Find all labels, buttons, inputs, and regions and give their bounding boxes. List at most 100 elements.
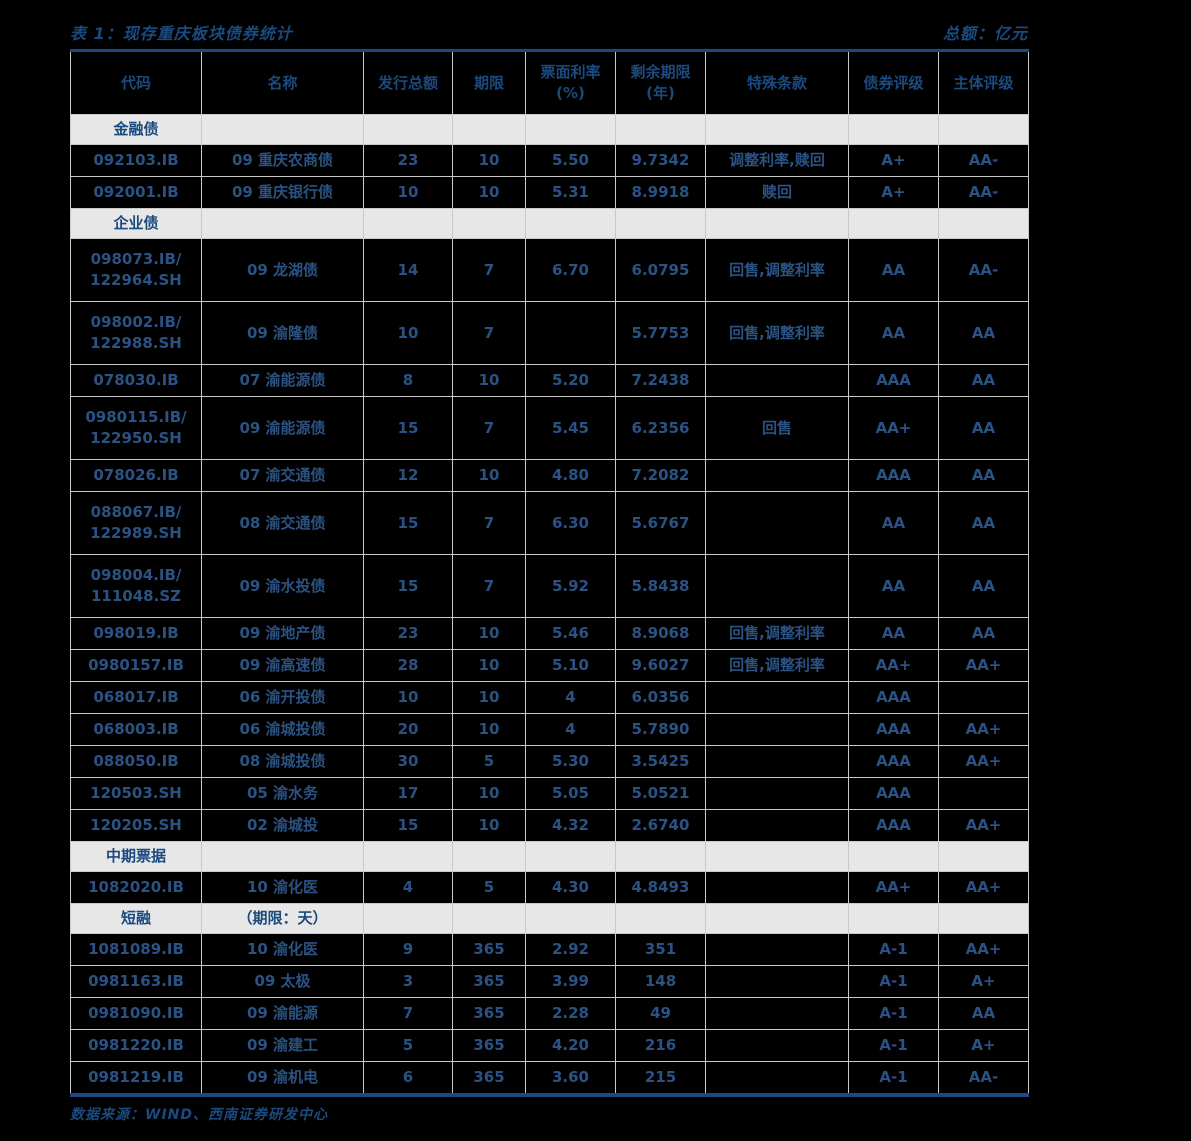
table-row: 078030.IB 07 渝能源债 8 10 5.20 7.2438 AAA AA	[70, 364, 1029, 397]
cell-term: 10	[452, 176, 526, 209]
cell-term: 10	[452, 459, 526, 492]
table-title: 表 1：现存重庆板块债券统计	[70, 24, 293, 43]
cell-term: 7	[452, 396, 526, 460]
section-empty-cell	[705, 208, 849, 239]
cell-issue-amount: 30	[363, 745, 453, 778]
cell-code: 078026.IB	[70, 459, 202, 492]
cell-issuer-rating: AA+	[938, 649, 1029, 682]
cell-name: 09 渝水投债	[201, 554, 364, 618]
section-label: 金融债	[70, 114, 202, 145]
cell-issue-amount: 14	[363, 238, 453, 302]
cell-bond-rating: AA+	[848, 871, 939, 904]
cell-name: 09 渝机电	[201, 1061, 364, 1096]
section-empty-cell	[525, 208, 616, 239]
cell-coupon-rate: 5.30	[525, 745, 616, 778]
section-empty-cell	[525, 841, 616, 872]
cell-code: 120205.SH	[70, 809, 202, 842]
cell-issue-amount: 10	[363, 301, 453, 365]
cell-bond-rating: A-1	[848, 997, 939, 1030]
cell-special-clauses	[705, 745, 849, 778]
table-row: 120503.SH 05 渝水务 17 10 5.05 5.0521 AAA	[70, 777, 1029, 810]
cell-coupon-rate: 3.60	[525, 1061, 616, 1096]
cell-name: 09 渝地产债	[201, 617, 364, 650]
cell-code: 088050.IB	[70, 745, 202, 778]
cell-issue-amount: 4	[363, 871, 453, 904]
cell-remaining-term: 6.2356	[615, 396, 706, 460]
cell-term: 10	[452, 777, 526, 810]
cell-coupon-rate: 6.30	[525, 491, 616, 555]
cell-code: 098004.IB/ 111048.SZ	[70, 554, 202, 618]
cell-remaining-term: 5.7890	[615, 713, 706, 746]
header-coupon-rate: 票面利率 (%)	[525, 50, 616, 115]
cell-issuer-rating: AA-	[938, 176, 1029, 209]
section-note	[201, 208, 364, 239]
section-empty-cell	[705, 841, 849, 872]
cell-bond-rating: AA	[848, 554, 939, 618]
section-empty-cell	[848, 903, 939, 934]
cell-bond-rating: AA	[848, 301, 939, 365]
cell-bond-rating: AAA	[848, 459, 939, 492]
cell-name: 08 渝城投债	[201, 745, 364, 778]
cell-issue-amount: 28	[363, 649, 453, 682]
cell-issuer-rating: AA+	[938, 933, 1029, 966]
cell-issue-amount: 9	[363, 933, 453, 966]
section-empty-cell	[525, 114, 616, 145]
section-empty-cell	[938, 903, 1029, 934]
section-empty-cell	[705, 114, 849, 145]
section-row: 中期票据	[70, 841, 1029, 872]
section-empty-cell	[938, 114, 1029, 145]
cell-code: 120503.SH	[70, 777, 202, 810]
cell-special-clauses	[705, 871, 849, 904]
cell-special-clauses: 回售	[705, 396, 849, 460]
cell-special-clauses	[705, 809, 849, 842]
section-empty-cell	[615, 903, 706, 934]
section-empty-cell	[615, 208, 706, 239]
cell-code: 0980115.IB/ 122950.SH	[70, 396, 202, 460]
cell-code: 078030.IB	[70, 364, 202, 397]
cell-term: 5	[452, 745, 526, 778]
cell-remaining-term: 4.8493	[615, 871, 706, 904]
cell-name: 02 渝城投	[201, 809, 364, 842]
cell-special-clauses: 回售,调整利率	[705, 238, 849, 302]
cell-issuer-rating: AA+	[938, 809, 1029, 842]
cell-name: 10 渝化医	[201, 871, 364, 904]
cell-name: 09 渝隆债	[201, 301, 364, 365]
cell-remaining-term: 215	[615, 1061, 706, 1096]
cell-bond-rating: AA	[848, 238, 939, 302]
cell-issuer-rating: AA+	[938, 871, 1029, 904]
cell-special-clauses: 调整利率,赎回	[705, 144, 849, 177]
section-empty-cell	[615, 114, 706, 145]
section-label: 企业债	[70, 208, 202, 239]
cell-remaining-term: 7.2438	[615, 364, 706, 397]
cell-name: 09 重庆银行债	[201, 176, 364, 209]
cell-bond-rating: AAA	[848, 713, 939, 746]
cell-coupon-rate: 2.28	[525, 997, 616, 1030]
cell-term: 10	[452, 617, 526, 650]
cell-special-clauses	[705, 997, 849, 1030]
cell-bond-rating: A-1	[848, 1061, 939, 1096]
cell-remaining-term: 6.0356	[615, 681, 706, 714]
cell-code: 0980157.IB	[70, 649, 202, 682]
cell-issuer-rating: AA-	[938, 144, 1029, 177]
cell-name: 08 渝交通债	[201, 491, 364, 555]
section-empty-cell	[615, 841, 706, 872]
section-empty-cell	[363, 841, 453, 872]
cell-issuer-rating: AA	[938, 459, 1029, 492]
cell-issue-amount: 5	[363, 1029, 453, 1062]
cell-code: 092103.IB	[70, 144, 202, 177]
table-header: 代码 名称 发行总额 期限 票面利率 (%) 剩余期限 (年) 特殊条款 债券评…	[70, 50, 1029, 115]
cell-coupon-rate: 4.32	[525, 809, 616, 842]
cell-issuer-rating: AA	[938, 364, 1029, 397]
section-empty-cell	[452, 903, 526, 934]
table-row: 0981163.IB 09 太极 3 365 3.99 148 A-1 A+	[70, 965, 1029, 998]
total-unit-label: 总额：亿元	[942, 24, 1028, 43]
table-row: 088067.IB/ 122989.SH 08 渝交通债 15 7 6.30 5.6767…	[70, 491, 1029, 555]
cell-special-clauses	[705, 459, 849, 492]
cell-code: 1081089.IB	[70, 933, 202, 966]
header-term: 期限	[452, 50, 526, 115]
cell-remaining-term: 5.6767	[615, 491, 706, 555]
cell-issue-amount: 10	[363, 176, 453, 209]
cell-special-clauses	[705, 965, 849, 998]
cell-remaining-term: 9.6027	[615, 649, 706, 682]
cell-remaining-term: 3.5425	[615, 745, 706, 778]
